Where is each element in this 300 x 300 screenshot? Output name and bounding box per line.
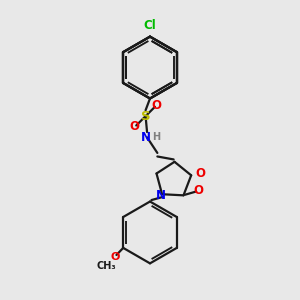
Text: H: H <box>152 132 160 142</box>
Text: O: O <box>130 121 140 134</box>
Text: O: O <box>110 252 120 262</box>
Text: N: N <box>141 131 151 144</box>
Text: Cl: Cl <box>144 19 156 32</box>
Text: CH₃: CH₃ <box>97 261 116 271</box>
Text: S: S <box>141 110 150 123</box>
Text: O: O <box>196 167 206 180</box>
Text: O: O <box>152 99 161 112</box>
Text: N: N <box>156 189 166 202</box>
Text: O: O <box>193 184 203 197</box>
